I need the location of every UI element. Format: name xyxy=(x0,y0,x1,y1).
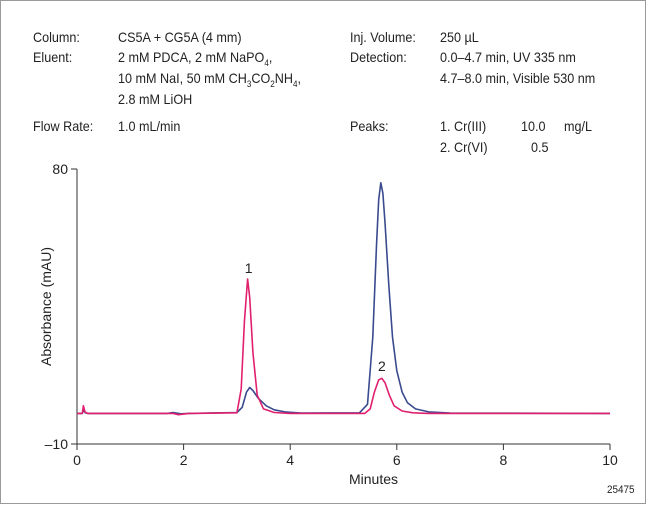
eluent-line-2-sub-3: 4 xyxy=(292,78,298,89)
detection-line-1: 0.0–4.7 min, UV 335 nm xyxy=(440,49,576,65)
peak-1-name: 1. Cr(III) xyxy=(440,118,487,134)
visible-trace-line xyxy=(77,278,610,416)
eluent-line-2-sub-2: 2 xyxy=(270,78,275,89)
peak-label-1: 1 xyxy=(245,260,253,276)
x-tick-label: 2 xyxy=(180,452,188,468)
peak-2-conc: 0.5 xyxy=(531,139,549,155)
column-value: CS5A + CG5A (4 mm) xyxy=(118,29,242,45)
x-axis-title: Minutes xyxy=(349,471,398,487)
eluent-line-1-text: 2 mM PDCA, 2 mM NaPO xyxy=(118,49,265,65)
axes: 0 2 4 6 8 10 80 –10 xyxy=(45,161,618,468)
flow-rate-label: Flow Rate: xyxy=(33,118,94,134)
eluent-line-1-end: , xyxy=(268,49,273,65)
flow-rate-value: 1.0 mL/min xyxy=(118,118,181,134)
eluent-line-1: 2 mM PDCA, 2 mM NaPO4, xyxy=(118,49,272,71)
inj-volume-label: Inj. Volume: xyxy=(350,29,416,45)
y-tick-label: 80 xyxy=(52,161,68,177)
traces xyxy=(77,182,611,416)
detection-line-2: 4.7–8.0 min, Visible 530 nm xyxy=(440,70,596,86)
uv-trace-line xyxy=(77,182,611,415)
eluent-line-2-a: 10 mM NaI, 50 mM CH xyxy=(118,70,247,86)
eluent-label: Eluent: xyxy=(33,49,73,65)
eluent-line-2-sub-1: 3 xyxy=(246,78,252,89)
x-tick-label: 0 xyxy=(73,452,81,468)
labels: Minutes Absorbance (mAU) 1 2 xyxy=(38,247,398,487)
y-tick-label: –10 xyxy=(45,436,69,452)
peaks-label: Peaks: xyxy=(350,118,389,134)
eluent-line-2-end: , xyxy=(297,70,301,86)
eluent-line-2: 10 mM NaI, 50 mM CH3CO2NH4, xyxy=(118,70,301,92)
detection-label: Detection: xyxy=(350,49,407,65)
eluent-line-1-subscript: 4 xyxy=(264,57,269,68)
eluent-line-3: 2.8 mM LiOH xyxy=(118,91,193,107)
x-tick-label: 6 xyxy=(393,452,401,468)
eluent-line-2-c: NH xyxy=(274,70,293,86)
peak-label-2: 2 xyxy=(378,358,386,374)
y-axis-title: Absorbance (mAU) xyxy=(38,247,54,366)
peak-1-conc: 10.0 xyxy=(521,118,546,134)
column-label: Column: xyxy=(33,29,80,45)
peak-2-name: 2. Cr(VI) xyxy=(440,139,488,155)
inj-volume-value: 250 µL xyxy=(440,29,479,45)
figure-id: 25475 xyxy=(607,484,635,496)
peak-1-unit: mg/L xyxy=(564,118,593,134)
x-tick-label: 10 xyxy=(602,452,618,468)
x-tick-label: 4 xyxy=(286,452,294,468)
eluent-line-2-b: CO xyxy=(251,70,271,86)
x-tick-label: 8 xyxy=(500,452,508,468)
